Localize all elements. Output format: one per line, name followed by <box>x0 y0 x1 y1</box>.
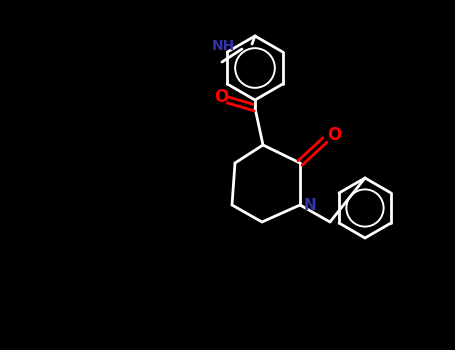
Text: O: O <box>214 88 228 106</box>
Text: NH: NH <box>212 39 235 53</box>
Text: N: N <box>304 197 317 212</box>
Text: O: O <box>327 126 341 144</box>
